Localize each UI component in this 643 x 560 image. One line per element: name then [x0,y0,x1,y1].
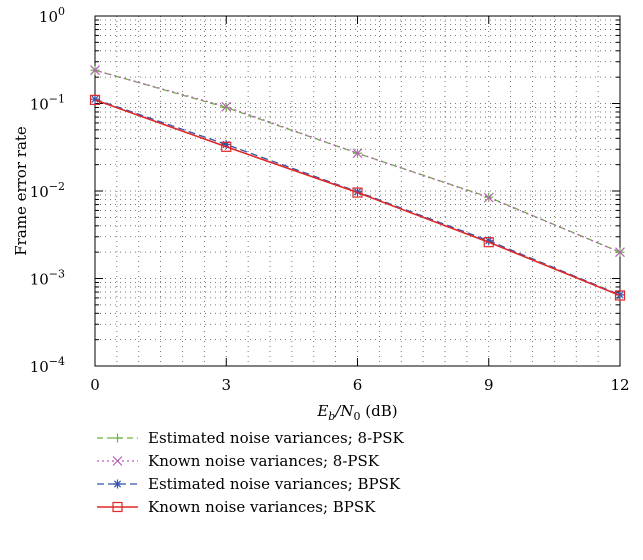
y-axis-label: Frame error rate [12,126,30,256]
square-marker [614,290,626,301]
y-tick-labels: 100 10−1 10−2 10−3 10−4 [30,5,65,376]
legend-item: Estimated noise variances; 8-PSK [97,429,405,447]
legend-item: Estimated noise variances; BPSK [97,475,401,493]
square-marker [352,187,363,198]
x-marker [90,65,100,76]
x-tick-label: 6 [353,376,363,394]
legend-label: Known noise variances; BPSK [148,498,376,516]
x-tick-label: 3 [221,376,231,394]
x-tick-label: 0 [90,376,100,394]
series-2 [90,65,625,258]
star-marker [221,139,231,149]
legend-label: Known noise variances; 8-PSK [148,452,380,470]
x-marker [615,247,625,258]
legend-item: Known noise variances; BPSK [97,498,376,516]
series-line [94,99,621,297]
x-tick-label: 9 [484,376,494,394]
plus-marker [113,433,122,443]
y-tick-label: 10−3 [30,268,65,289]
x-axis-label: Eb/N0 (dB) [316,402,397,423]
square-marker [89,94,101,105]
x-marker [221,101,232,112]
legend: Estimated noise variances; 8-PSK Known no… [97,429,405,516]
legend-label: Estimated noise variances; 8-PSK [148,429,405,447]
x-marker [483,192,494,203]
star-marker [484,236,494,246]
legend-item: Known noise variances; 8-PSK [97,452,380,470]
square-marker [483,237,494,248]
y-tick-label: 10−1 [30,93,65,114]
x-tick-labels: 0 3 6 9 12 [90,376,629,394]
x-tick-label: 12 [610,376,629,394]
series-group [89,65,626,301]
series-4 [89,94,626,301]
legend-label: Estimated noise variances; BPSK [148,475,401,493]
x-marker [112,456,123,466]
star-marker [90,94,100,104]
x-marker [352,148,363,159]
y-tick-label: 100 [39,5,65,26]
y-tick-label: 10−2 [30,180,65,201]
grid [95,16,620,366]
square-marker [221,141,232,152]
y-tick-label: 10−4 [30,355,65,376]
star-marker [113,479,122,489]
ticks [94,16,621,366]
square-marker [112,501,123,513]
